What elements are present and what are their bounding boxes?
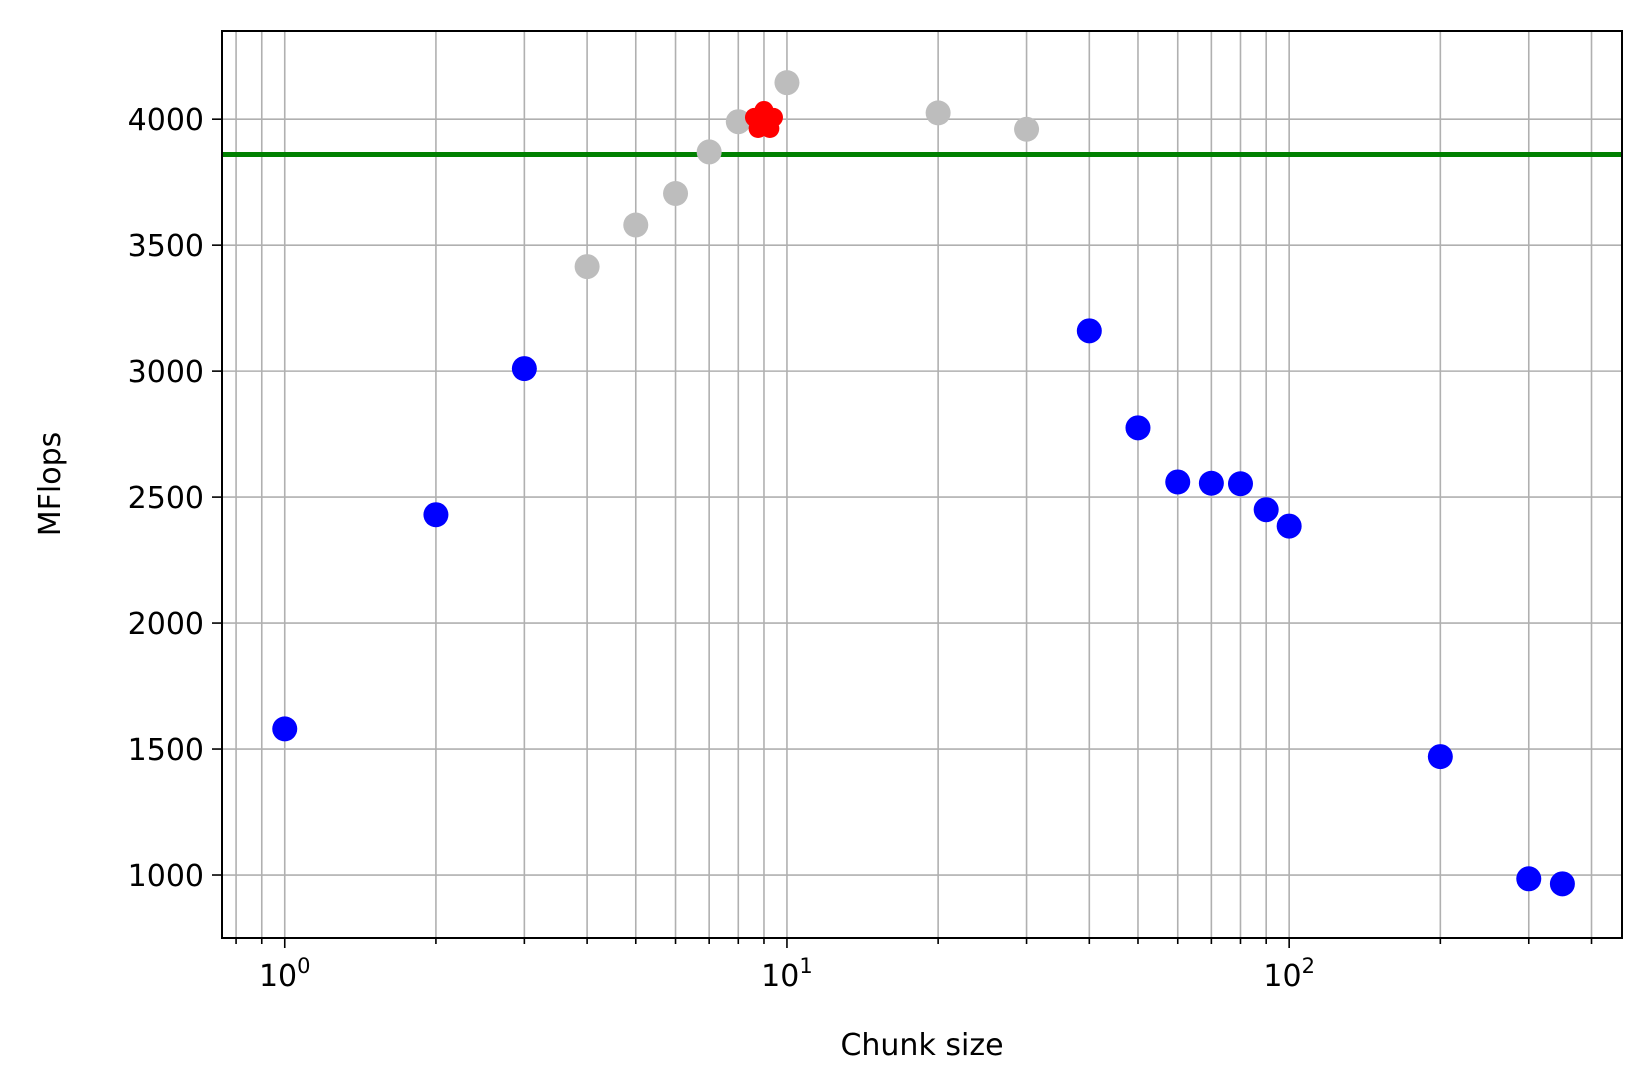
axis-ticks: 1000 1500 2000 2500 3000 3500 4000 100 101 102: [128, 103, 1593, 994]
y-tick-label: 4000: [128, 103, 204, 138]
data-point: [1076, 318, 1102, 344]
y-axis-label: MFlops: [33, 432, 68, 537]
y-tick-label: 3500: [128, 229, 204, 264]
data-point: [1427, 744, 1453, 770]
grid: [222, 31, 1622, 938]
data-point: [272, 716, 298, 742]
x-tick-label: 101: [761, 954, 813, 994]
data-point: [1125, 415, 1151, 441]
data-point: [1549, 871, 1575, 897]
data-point: [1253, 497, 1279, 523]
data-point: [511, 356, 537, 382]
data-points: [272, 70, 1575, 897]
data-point: [1516, 866, 1542, 892]
data-point: [623, 212, 649, 238]
y-tick-label: 3000: [128, 355, 204, 390]
plot-frame: [221, 30, 1623, 939]
data-point: [574, 254, 600, 280]
data-point: [663, 181, 689, 207]
x-axis-label: Chunk size: [840, 1028, 1003, 1063]
data-point: [696, 139, 722, 165]
y-tick-label: 1500: [128, 733, 204, 768]
x-tick-label: 100: [259, 954, 311, 994]
y-tick-label: 1000: [128, 859, 204, 894]
data-point: [725, 109, 751, 135]
data-point: [1014, 116, 1040, 142]
highlight-point: [744, 100, 783, 139]
highlight-center: [755, 112, 772, 129]
data-point: [1165, 469, 1191, 495]
data-point: [423, 502, 449, 528]
data-point: [1227, 471, 1253, 497]
data-point: [1198, 470, 1224, 496]
data-point: [774, 70, 800, 96]
y-tick-label: 2500: [128, 481, 204, 516]
data-point: [1276, 513, 1302, 539]
x-tick-label: 102: [1263, 954, 1315, 994]
y-tick-label: 2000: [128, 607, 204, 642]
data-point: [925, 100, 951, 126]
